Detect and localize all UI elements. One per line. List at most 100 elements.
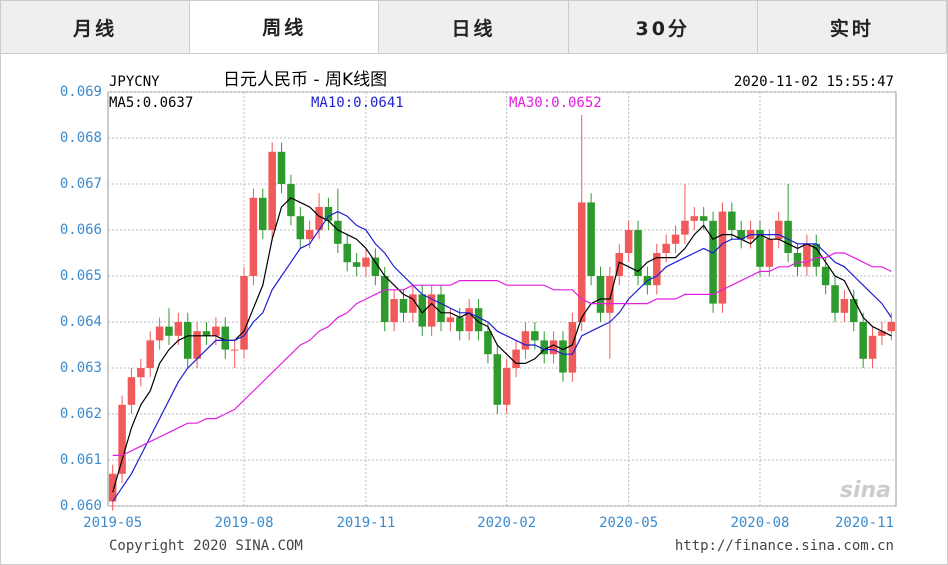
candle-body [887,322,896,332]
candle-body [699,216,708,221]
candle-body [737,230,745,240]
x-tick-label: 2020-02 [477,515,536,531]
candle-body [690,216,699,221]
candle-body [390,299,398,322]
candle-body [878,331,886,336]
candle-body [793,253,802,267]
candle-body [812,243,821,267]
candle-body [850,299,858,322]
candle-body [540,340,548,355]
candle-body [859,322,867,359]
ma-line [112,197,892,493]
legend-entry: MA30:0.0652 [509,95,602,111]
y-tick-label: 0.064 [60,314,102,330]
tab[interactable]: 30分 [569,1,758,53]
candle-body [456,317,464,332]
y-tick-label: 0.062 [60,406,102,422]
timestamp: 2020-11-02 15:55:47 [734,74,894,90]
tab[interactable]: 周线 [190,1,380,53]
candle-body [427,294,436,327]
candle-body [287,184,295,217]
tab[interactable]: 实时 [758,1,948,53]
candle-body [756,230,764,267]
candle-body [380,276,389,322]
candle-body [774,220,783,240]
candle-body [606,276,614,313]
candle-body [577,202,586,322]
candle-body [137,368,145,378]
candle-body [183,322,192,359]
y-tick-label: 0.066 [60,222,102,238]
candle-body [324,207,333,221]
candle-body [259,197,267,230]
x-tick-label: 2020-05 [599,515,658,531]
candle-body [305,230,314,240]
candle-body [446,317,455,322]
candle-body [193,331,201,359]
y-tick-label: 0.060 [60,498,102,514]
candle-body [343,243,351,263]
candle-body [155,326,164,341]
candle-body [202,331,211,336]
candle-body [334,220,342,244]
tab-bar: 月线 周线 日线 30分 实时 [1,1,948,54]
candle-body [399,299,408,313]
candle-body [362,257,370,267]
candle-body [671,234,680,244]
candle-body [212,326,220,336]
y-tick-label: 0.069 [60,84,102,100]
candle-body [784,220,792,253]
candle-body [596,276,605,313]
candle-body [803,243,811,267]
x-tick-label: 2020-11 [835,515,894,531]
candle-body [587,202,595,276]
candle-body [484,331,492,355]
legend-entry: MA5:0.0637 [109,95,193,111]
candle-body [821,266,830,286]
candle-body [493,354,502,405]
candle-body [315,207,323,230]
y-tick-label: 0.067 [60,176,102,192]
candle-body [296,216,305,240]
legend-entry: MA10:0.0641 [311,95,404,111]
ma-line [112,252,892,456]
candle-body [624,230,633,253]
candle-body [868,335,877,359]
candle-body [146,340,154,368]
candle-body [840,299,849,313]
plot-area [107,91,897,507]
candle-body [108,473,117,502]
y-tick-label: 0.065 [60,268,102,284]
candle-body [512,349,520,368]
candle-body [221,326,230,350]
candle-body [240,276,248,350]
x-tick-label: 2019-08 [215,515,274,531]
candle-body [502,368,511,405]
candle-body [409,294,417,313]
ma-line [112,210,892,502]
candle-body [249,197,258,276]
candle-body [662,243,670,253]
y-tick-label: 0.068 [60,130,102,146]
candle-body [474,308,483,332]
chart-title: 日元人民币 - 周K线图 [223,70,387,90]
tab[interactable]: 月线 [1,1,191,53]
candle-body [127,377,136,405]
candle-body [268,151,276,230]
symbol: JPYCNY [109,74,160,90]
candle-body [765,239,774,267]
candle-body [549,340,558,355]
candle-body [568,322,577,373]
candle-body [118,404,126,474]
candle-body [277,151,286,184]
candle-body [418,294,427,327]
candle-body [352,262,361,267]
candle-body [653,253,661,286]
candle-body [531,331,539,341]
candle-body [559,340,567,373]
candle-body [728,211,736,230]
tab[interactable]: 日线 [379,1,569,53]
y-tick-label: 0.063 [60,360,102,376]
candle-body [709,220,717,304]
